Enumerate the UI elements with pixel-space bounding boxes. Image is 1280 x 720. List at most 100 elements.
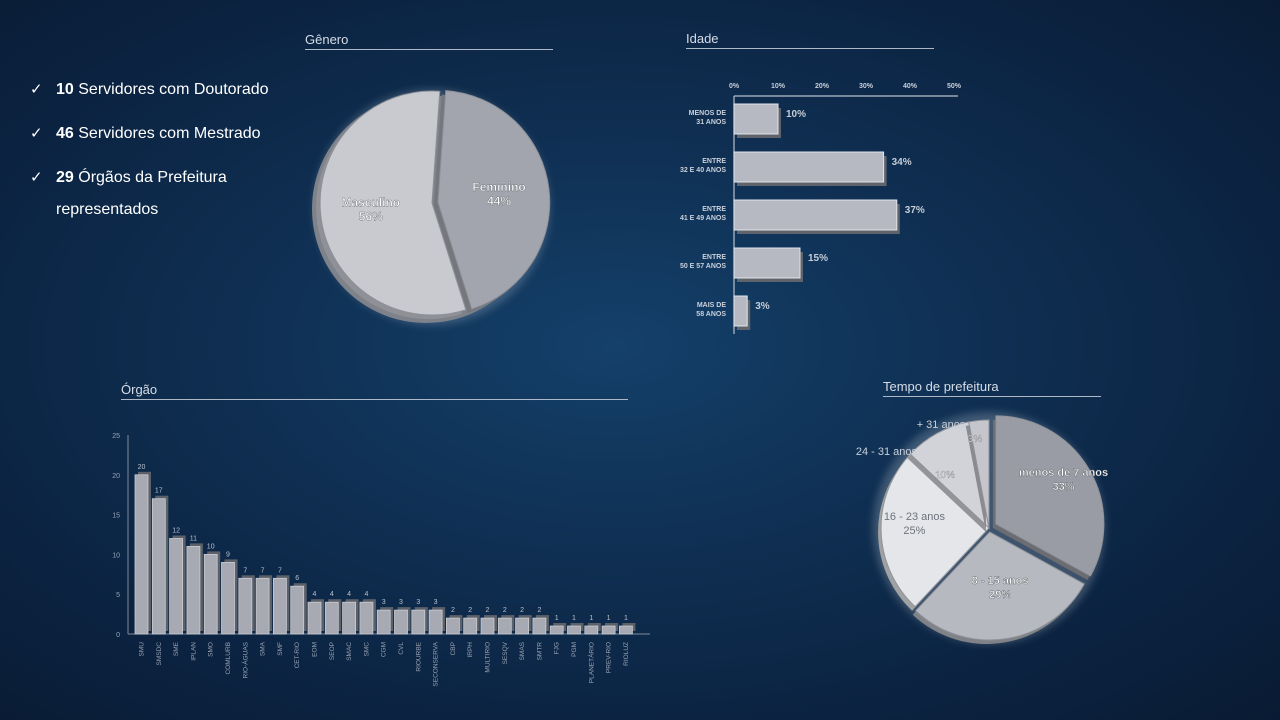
highlight-text: Servidores com Mestrado (73, 125, 261, 142)
x-tick-label: IPLAN (190, 642, 197, 661)
agency-bar (203, 554, 218, 635)
pie-slice-value: 25% (903, 525, 925, 537)
pie-slice (880, 453, 990, 608)
age-bar (733, 103, 779, 135)
age-bar (733, 295, 748, 327)
agency-bar (238, 577, 253, 635)
agency-bar (601, 625, 616, 635)
agency-bar (497, 617, 512, 635)
age-bar (733, 151, 885, 183)
bar-value-label: 7 (243, 567, 247, 574)
bar-value-label: 1 (607, 615, 611, 622)
agency-bar (342, 601, 357, 635)
x-tick-label: COMLURB (225, 642, 232, 675)
tenure-chart-title: Tempo de prefeitura (883, 379, 1101, 397)
y-tick-label: 0 (116, 632, 120, 639)
bar-value-label: 3 (434, 599, 438, 606)
y-tick-label: 32 E 40 ANOS (680, 167, 726, 174)
pie-slice-value: 56% (359, 209, 383, 223)
age-bar (733, 247, 801, 279)
bar-value-label: 10 (207, 543, 215, 550)
bar-value-label: 7 (261, 567, 265, 574)
highlight-text: Órgãos da Prefeitura representados (56, 169, 227, 218)
highlight-number: 10 (56, 81, 74, 98)
x-tick-label: 10% (771, 83, 786, 90)
agency-bar (549, 625, 564, 635)
pie-outside-label: 24 - 31 anos (856, 446, 918, 458)
x-tick-label: FJG (554, 642, 561, 654)
y-tick-label: 50 E 57 ANOS (680, 263, 726, 270)
y-tick-label: 41 E 49 ANOS (680, 215, 726, 222)
bar-value-label: 2 (503, 607, 507, 614)
agency-bar (376, 609, 391, 635)
tenure-pie-chart: menos de 7 anos 33% 8 - 15 anos 29% 16 - 23 … (856, 412, 1108, 644)
y-tick-label: ENTRE (702, 206, 726, 213)
age-bar (733, 199, 898, 231)
bar-value-label: 17 (155, 488, 163, 495)
pie-slice-masculino (319, 90, 467, 316)
pie-slice-value: 33% (1052, 481, 1074, 493)
pie-slice-value: 29% (989, 589, 1011, 601)
highlight-masters: ✓ 46 Servidores com Mestrado (30, 118, 300, 150)
x-tick-label: SMF (277, 642, 284, 656)
bar-value-label: 3% (755, 301, 770, 312)
agency-bar (515, 617, 529, 635)
agency-bar (151, 498, 166, 635)
x-tick-label: PLANETÁRIO (586, 642, 595, 683)
agency-bar (567, 625, 581, 635)
bar-value-label: 37% (905, 205, 925, 216)
highlight-number: 29 (56, 169, 74, 186)
y-tick-label: 10 (112, 552, 120, 559)
highlight-agencies: ✓ 29 Órgãos da Prefeitura representados (30, 162, 300, 226)
pie-slice-value: 3% (968, 434, 983, 445)
y-tick-label: 15 (112, 513, 120, 520)
x-tick-label: EOM (312, 642, 319, 657)
agency-bar-chart: 051015202520SMU17SMSDC12SME11IPLAN10SMO9… (112, 433, 650, 687)
x-tick-label: SMU (139, 642, 146, 657)
bar-value-label: 1 (555, 615, 559, 622)
pie-slice (968, 419, 990, 529)
bar-value-label: 1 (589, 615, 593, 622)
agency-bar (134, 474, 149, 635)
x-tick-label: SESQV (502, 641, 509, 664)
y-tick-label: MENOS DE (689, 110, 727, 117)
agency-bar (463, 617, 478, 635)
x-tick-label: CET-RIO (294, 642, 301, 668)
x-tick-label: 30% (859, 83, 874, 90)
x-tick-label: SMC (363, 642, 370, 657)
bar-value-label: 2 (520, 607, 524, 614)
agency-bar (411, 609, 426, 635)
pie-slice (995, 415, 1105, 577)
bar-value-label: 4 (313, 591, 317, 598)
x-tick-label: SECONSERVA (433, 641, 440, 686)
bar-value-label: 1 (572, 615, 576, 622)
pie-slice-value: 10% (935, 470, 955, 481)
y-tick-label: 58 ANOS (696, 311, 726, 318)
bar-value-label: 7 (278, 567, 282, 574)
agency-bar (221, 562, 235, 635)
highlight-text: Servidores com Doutorado (73, 81, 269, 98)
pie-slice-label: Masculino (341, 195, 400, 209)
x-tick-label: MULTIRIO (485, 642, 492, 673)
agency-bar (272, 577, 287, 635)
bar-value-label: 2 (451, 607, 455, 614)
bar-value-label: 2 (468, 607, 472, 614)
x-tick-label: 50% (947, 83, 962, 90)
x-tick-label: SMAS (519, 641, 526, 660)
x-tick-label: CVL (398, 642, 405, 655)
pie-slice-feminino (437, 90, 551, 310)
bar-value-label: 4 (347, 591, 351, 598)
x-tick-label: RIOURBE (415, 641, 422, 671)
agency-bar (480, 617, 495, 635)
y-tick-label: MAIS DE (697, 302, 727, 309)
x-tick-label: CGM (381, 642, 388, 657)
bar-value-label: 11 (190, 535, 197, 542)
agency-bar (307, 601, 322, 635)
y-tick-label: ENTRE (702, 254, 726, 261)
pie-slice-label: 16 - 23 anos (884, 511, 946, 523)
bar-value-label: 6 (295, 575, 299, 582)
x-tick-label: 0% (729, 83, 740, 90)
x-tick-label: SMO (208, 642, 215, 657)
bar-value-label: 3 (382, 599, 386, 606)
